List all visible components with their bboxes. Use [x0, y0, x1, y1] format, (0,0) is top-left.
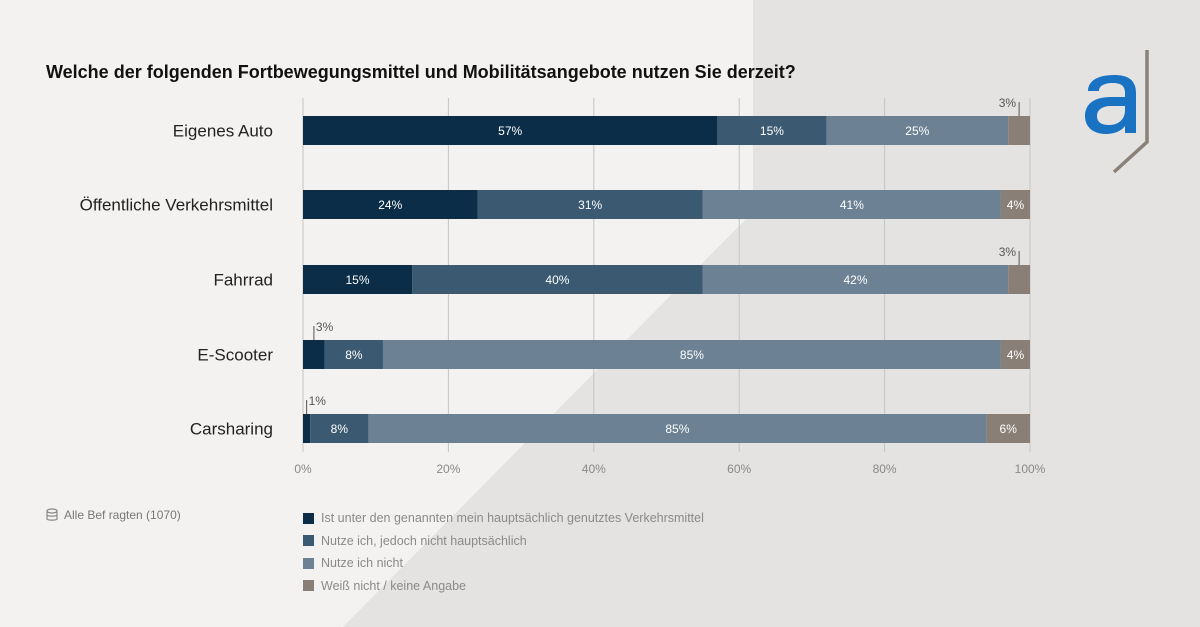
bar-segment — [412, 265, 703, 294]
bar-segment — [303, 116, 718, 145]
legend-swatch — [303, 535, 314, 547]
data-label: 3% — [316, 320, 334, 334]
data-label: 3% — [999, 245, 1017, 259]
bar-segment — [303, 265, 413, 294]
database-icon — [46, 508, 58, 521]
bar-segment — [717, 116, 827, 145]
background-shade — [343, 0, 1200, 627]
legend-label: Ist unter den genannten mein hauptsächli… — [321, 511, 704, 526]
legend-item: Nutze ich, jedoch nicht hauptsächlich — [303, 530, 704, 553]
bar-segment — [303, 340, 325, 369]
data-label: 4% — [1007, 348, 1025, 362]
data-label: 15% — [346, 273, 370, 287]
data-label: 41% — [840, 198, 864, 212]
x-tick-label: 80% — [873, 462, 897, 476]
bar-segment — [702, 265, 1009, 294]
category-label: Fahrrad — [213, 271, 273, 290]
data-label: 25% — [905, 124, 929, 138]
brand-logo — [1085, 50, 1149, 174]
bar-segment — [310, 414, 369, 443]
x-tick-label: 100% — [1015, 462, 1046, 476]
data-label: 85% — [665, 422, 689, 436]
data-label: 24% — [378, 198, 402, 212]
bar-segment — [826, 116, 1009, 145]
bar-segment — [382, 340, 1001, 369]
category-label: Öffentliche Verkehrsmittel — [80, 196, 273, 215]
legend-swatch — [303, 580, 314, 592]
legend-swatch — [303, 512, 314, 524]
x-tick-label: 0% — [294, 462, 312, 476]
data-label: 57% — [498, 124, 522, 138]
legend-item: Ist unter den genannten mein hauptsächli… — [303, 507, 704, 530]
legend-item: Nutze ich nicht — [303, 552, 704, 575]
bar-segment — [1000, 190, 1030, 219]
chart-bars: 57% 15% 25% 3% 24% 31% 41% 4% 15% 40% 42% 3% 3% 8% 85%… — [303, 96, 1030, 443]
x-axis-ticks: 0% 20% 40% 60% 80% 100% — [294, 462, 1045, 476]
category-label: Eigenes Auto — [173, 122, 273, 141]
legend-label: Nutze ich nicht — [321, 556, 403, 571]
legend-swatch — [303, 557, 314, 569]
bar-segment — [1000, 340, 1030, 369]
x-tick-label: 20% — [436, 462, 460, 476]
chart-legend: Ist unter den genannten mein hauptsächli… — [303, 507, 704, 597]
x-tick-label: 60% — [727, 462, 751, 476]
data-label: 8% — [331, 422, 349, 436]
bar-segment — [986, 414, 1030, 443]
legend-label: Weiß nicht / keine Angabe — [321, 578, 466, 593]
legend-label: Nutze ich, jedoch nicht hauptsächlich — [321, 533, 527, 548]
bar-segment — [303, 414, 311, 443]
data-label: 42% — [844, 273, 868, 287]
category-label: Carsharing — [190, 420, 273, 439]
bar-segment — [1008, 265, 1030, 294]
bar-segment — [368, 414, 987, 443]
data-label: 1% — [309, 394, 327, 408]
data-label: 8% — [345, 348, 363, 362]
data-label: 3% — [999, 96, 1017, 110]
sample-basis-text: Alle Bef ragten (1070) — [64, 508, 181, 522]
data-label: 4% — [1007, 198, 1025, 212]
bar-segment — [324, 340, 383, 369]
logo-letter-a — [1085, 75, 1136, 134]
category-label: E-Scooter — [197, 346, 273, 365]
data-label: 85% — [680, 348, 704, 362]
legend-item: Weiß nicht / keine Angabe — [303, 575, 704, 598]
data-label: 31% — [578, 198, 602, 212]
sample-basis: Alle Bef ragten (1070) — [46, 508, 181, 522]
bar-segment — [702, 190, 1001, 219]
logo-line — [1112, 50, 1149, 174]
chart-title: Welche der folgenden Fortbewegungsmittel… — [46, 62, 796, 82]
bar-segment — [1008, 116, 1030, 145]
x-tick-label: 40% — [582, 462, 606, 476]
data-label: 6% — [1000, 422, 1018, 436]
data-label: 15% — [760, 124, 784, 138]
category-labels: Eigenes Auto Öffentliche Verkehrsmittel Fa… — [80, 122, 274, 439]
bar-segment — [303, 190, 478, 219]
data-label: 40% — [545, 273, 569, 287]
bar-segment — [477, 190, 703, 219]
